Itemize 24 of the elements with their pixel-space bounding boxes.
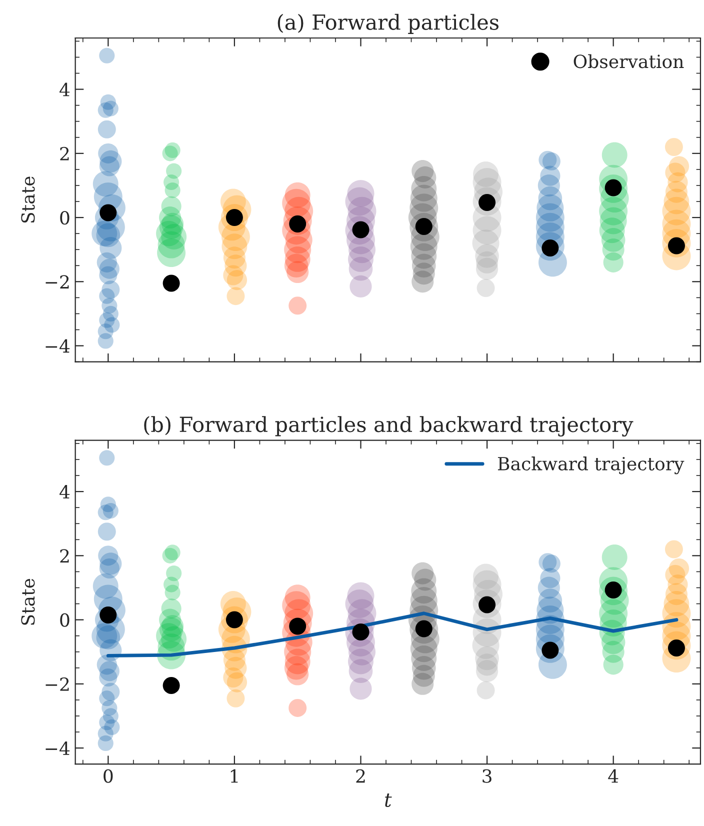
y-tick-label: 0 — [60, 613, 70, 627]
y-tick-label: −4 — [46, 339, 70, 353]
y-axis-title: State — [21, 176, 35, 223]
y-tick-label: −2 — [46, 275, 69, 288]
y-tick-label: 4 — [60, 485, 70, 498]
y-tick-label: 2 — [60, 146, 69, 160]
point — [162, 677, 180, 694]
legend-label: Backward trajectory — [498, 456, 684, 474]
x-tick-label: 4 — [608, 769, 618, 783]
x-tick-label: 0 — [104, 769, 113, 783]
y-tick-label: 0 — [60, 210, 70, 225]
x-axis-title: t — [385, 793, 392, 807]
chart-title: (b) Forward particles and backward trajectory — [144, 416, 634, 437]
y-tick-label: 4 — [60, 82, 70, 96]
x-tick-label: 1 — [230, 769, 238, 783]
chart-title: (a) Forward particles — [278, 14, 499, 34]
y-tick-label: −4 — [46, 741, 70, 755]
point — [162, 274, 180, 292]
x-tick-label: 2 — [356, 769, 365, 783]
legend-label: Observation — [574, 54, 684, 68]
y-axis-title: State — [21, 578, 35, 625]
x-tick-label: 3 — [482, 769, 492, 783]
y-tick-label: 2 — [60, 549, 69, 563]
y-tick-label: −2 — [46, 677, 69, 691]
